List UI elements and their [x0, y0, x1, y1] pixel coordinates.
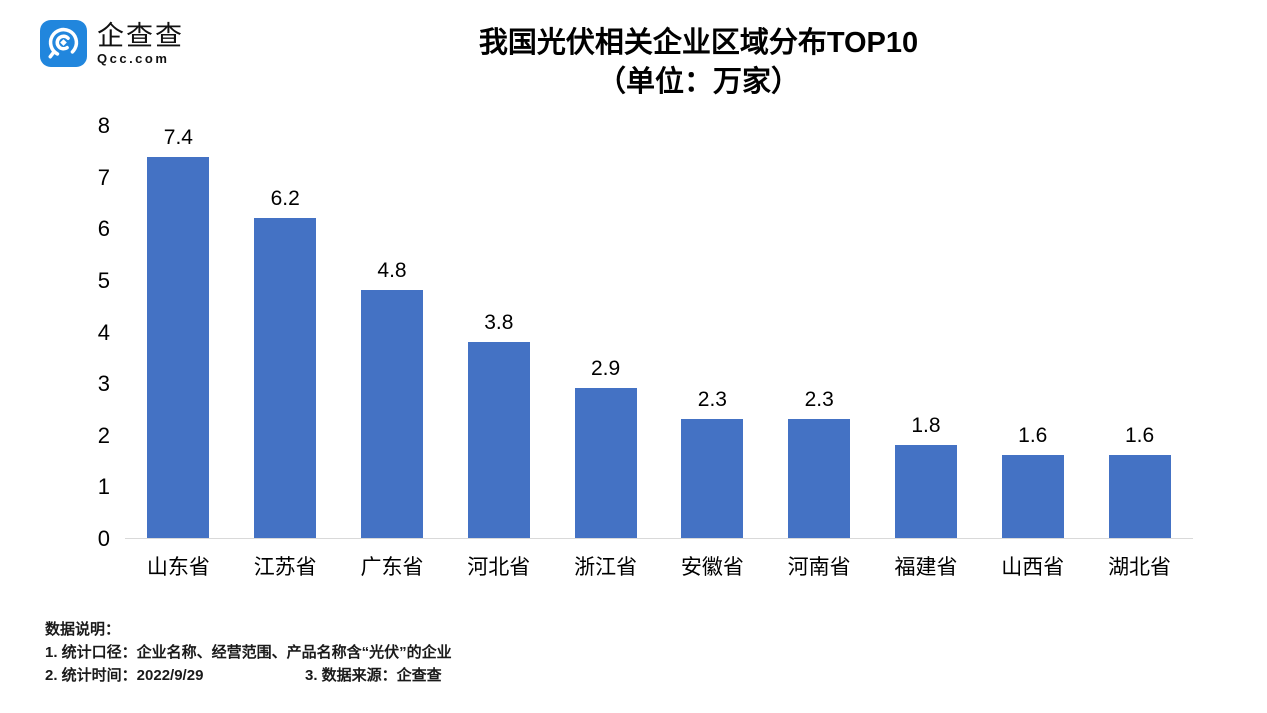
bar-value-label: 1.8	[911, 414, 941, 438]
x-axis-labels: 山东省 江苏省 广东省 河北省 浙江省 安徽省 河南省 福建省 山西省 湖北省	[125, 551, 1193, 581]
bar-value-label: 1.6	[1018, 424, 1048, 448]
bar-value-label: 3.8	[484, 310, 514, 334]
bar-value-label: 2.3	[697, 388, 727, 412]
bar-slot: 1.6	[1086, 126, 1193, 538]
bar	[467, 341, 530, 538]
chart-title-line2: （单位：万家）	[596, 66, 800, 98]
x-axis-label: 河南省	[787, 556, 851, 579]
bar-value-label: 4.8	[377, 259, 407, 283]
qcc-logo-text: 企查查 Qcc.com	[97, 21, 184, 66]
y-tick-label: 1	[97, 474, 110, 500]
bar-slot: 4.8	[339, 126, 446, 538]
data-note-2-3: 2. 统计时间：2022/9/29 3. 数据来源：企查查	[45, 664, 452, 687]
plot-area: 7.4 6.2 4.8 3.8 2.9 2.3 2.3 1.8 1.6 1.6	[125, 126, 1193, 539]
bar-value-label: 1.6	[1124, 424, 1155, 448]
bar-value-label: 2.9	[590, 357, 621, 381]
bar	[574, 388, 637, 538]
qcc-logo: 企查查 Qcc.com	[40, 20, 184, 67]
qcc-logo-icon	[40, 20, 87, 67]
y-axis: 0 1 2 3 4 5 6 7 8	[55, 113, 110, 551]
bar-slot: 6.2	[232, 126, 339, 538]
x-axis-label: 浙江省	[574, 556, 638, 579]
bars-container: 7.4 6.2 4.8 3.8 2.9 2.3 2.3 1.8 1.6 1.6	[125, 126, 1193, 538]
y-tick-label: 7	[97, 164, 110, 190]
bar-slot: 2.3	[659, 126, 766, 538]
y-tick-label: 4	[97, 319, 110, 345]
qcc-logo-name: 企查查	[97, 21, 184, 51]
y-tick-label: 6	[97, 216, 110, 242]
bar-value-label: 6.2	[270, 186, 300, 210]
x-axis-label: 山东省	[146, 556, 210, 579]
x-axis-label: 福建省	[894, 556, 958, 579]
x-axis-label: 江苏省	[253, 556, 317, 579]
qcc-logo-domain: Qcc.com	[97, 51, 170, 66]
data-notes-heading: 数据说明：	[45, 621, 121, 638]
bar	[1001, 455, 1064, 538]
bar-slot: 7.4	[125, 126, 232, 538]
y-tick-label: 3	[97, 371, 110, 397]
y-tick-label: 5	[97, 267, 110, 293]
x-axis-label: 安徽省	[680, 556, 744, 579]
data-note-3: 3. 数据来源：企查查	[305, 667, 442, 684]
bar	[681, 419, 744, 538]
x-axis-label: 湖北省	[1108, 556, 1172, 579]
bar-slot: 2.3	[766, 126, 873, 538]
bar	[1108, 455, 1171, 538]
y-tick-label: 0	[97, 526, 110, 551]
x-axis-label: 河北省	[467, 556, 531, 579]
bar	[788, 419, 851, 538]
bar	[894, 445, 957, 538]
bar-value-label: 2.3	[804, 388, 834, 412]
data-note-1: 1. 统计口径：企业名称、经营范围、产品名称含“光伏”的企业	[45, 644, 452, 661]
chart-title-line1: 我国光伏相关企业区域分布TOP10	[478, 27, 919, 59]
data-note-2: 2. 统计时间：2022/9/29	[45, 667, 204, 684]
bar-slot: 1.8	[873, 126, 980, 538]
bar-slot: 3.8	[445, 126, 552, 538]
x-axis-label: 广东省	[360, 556, 424, 579]
chart-title: 我国光伏相关企业区域分布TOP10 （单位：万家）	[130, 24, 1267, 102]
bar-slot: 1.6	[979, 126, 1086, 538]
y-tick-label: 2	[97, 422, 110, 448]
bar	[360, 290, 423, 538]
bar-value-label: 7.4	[163, 126, 193, 149]
y-tick-label: 8	[97, 113, 110, 138]
x-axis-label: 山西省	[1001, 556, 1065, 579]
data-notes: 数据说明： 1. 统计口径：企业名称、经营范围、产品名称含“光伏”的企业 2. …	[45, 618, 452, 687]
bar	[254, 217, 317, 538]
bar	[147, 157, 210, 538]
bar-slot: 2.9	[552, 126, 659, 538]
